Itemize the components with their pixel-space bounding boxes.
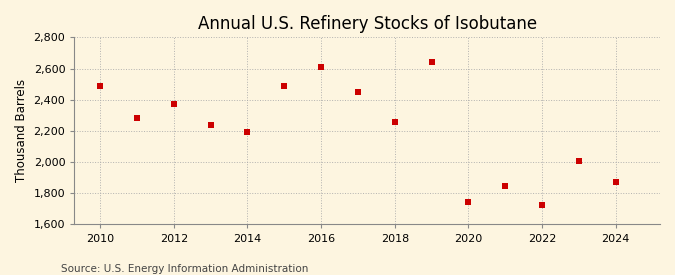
- Point: [500, 184, 511, 188]
- Point: [537, 203, 547, 207]
- Point: [352, 90, 363, 94]
- Point: [205, 123, 216, 128]
- Point: [316, 65, 327, 69]
- Text: Source: U.S. Energy Information Administration: Source: U.S. Energy Information Administ…: [61, 264, 308, 274]
- Point: [242, 130, 253, 134]
- Y-axis label: Thousand Barrels: Thousand Barrels: [15, 79, 28, 183]
- Point: [463, 200, 474, 204]
- Point: [168, 102, 179, 107]
- Point: [132, 116, 142, 121]
- Title: Annual U.S. Refinery Stocks of Isobutane: Annual U.S. Refinery Stocks of Isobutane: [198, 15, 537, 33]
- Point: [389, 119, 400, 124]
- Point: [279, 84, 290, 88]
- Point: [610, 180, 621, 185]
- Point: [574, 159, 585, 164]
- Point: [95, 84, 105, 88]
- Point: [426, 59, 437, 64]
